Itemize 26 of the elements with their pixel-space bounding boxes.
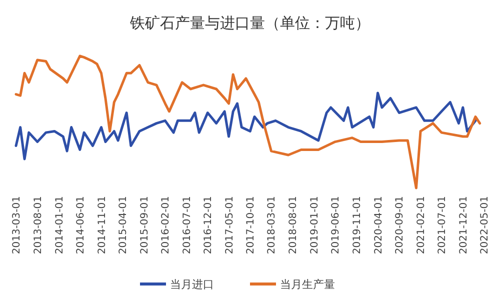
x-tick-label: 2021-12-01 (458, 196, 470, 254)
x-tick-label: 2015-04-01 (118, 196, 129, 254)
x-tick-label: 2016-02-01 (160, 196, 172, 254)
x-tick-label: 2020-09-01 (394, 196, 406, 254)
x-tick-label: 2018-03-01 (266, 196, 278, 254)
x-tick-label: 2013-03-01 (12, 196, 22, 254)
x-tick-label: 2015-09-01 (139, 196, 150, 254)
x-tick-label: 2016-07-01 (182, 196, 193, 254)
chart-title: 铁矿石产量与进口量（单位：万吨） (129, 14, 370, 32)
x-tick-label: 2014-06-01 (75, 196, 86, 254)
x-tick-label: 2021-02-01 (416, 196, 428, 254)
x-tick-label: 2018-08-01 (288, 196, 300, 254)
x-tick-label: 2020-04-01 (373, 196, 384, 254)
x-tick-label: 2017-10-01 (246, 196, 257, 254)
x-tick-label: 2022-05-01 (480, 196, 490, 254)
x-tick-label: 2013-08-01 (32, 196, 44, 254)
legend-label: 当月生产量 (280, 278, 335, 291)
x-tick-label: 2014-01-01 (54, 196, 66, 254)
x-tick-label: 2016-12-01 (203, 196, 214, 254)
x-tick-label: 2019-06-01 (330, 196, 342, 254)
x-tick-label: 2019-11-01 (352, 196, 364, 254)
x-tick-label: 2021-07-01 (437, 196, 448, 254)
x-tick-label: 2014-11-01 (96, 196, 108, 254)
x-tick-label: 2017-05-01 (224, 196, 236, 254)
legend-label: 当月进口 (170, 278, 214, 291)
x-tick-label: 2019-01-01 (310, 196, 321, 254)
